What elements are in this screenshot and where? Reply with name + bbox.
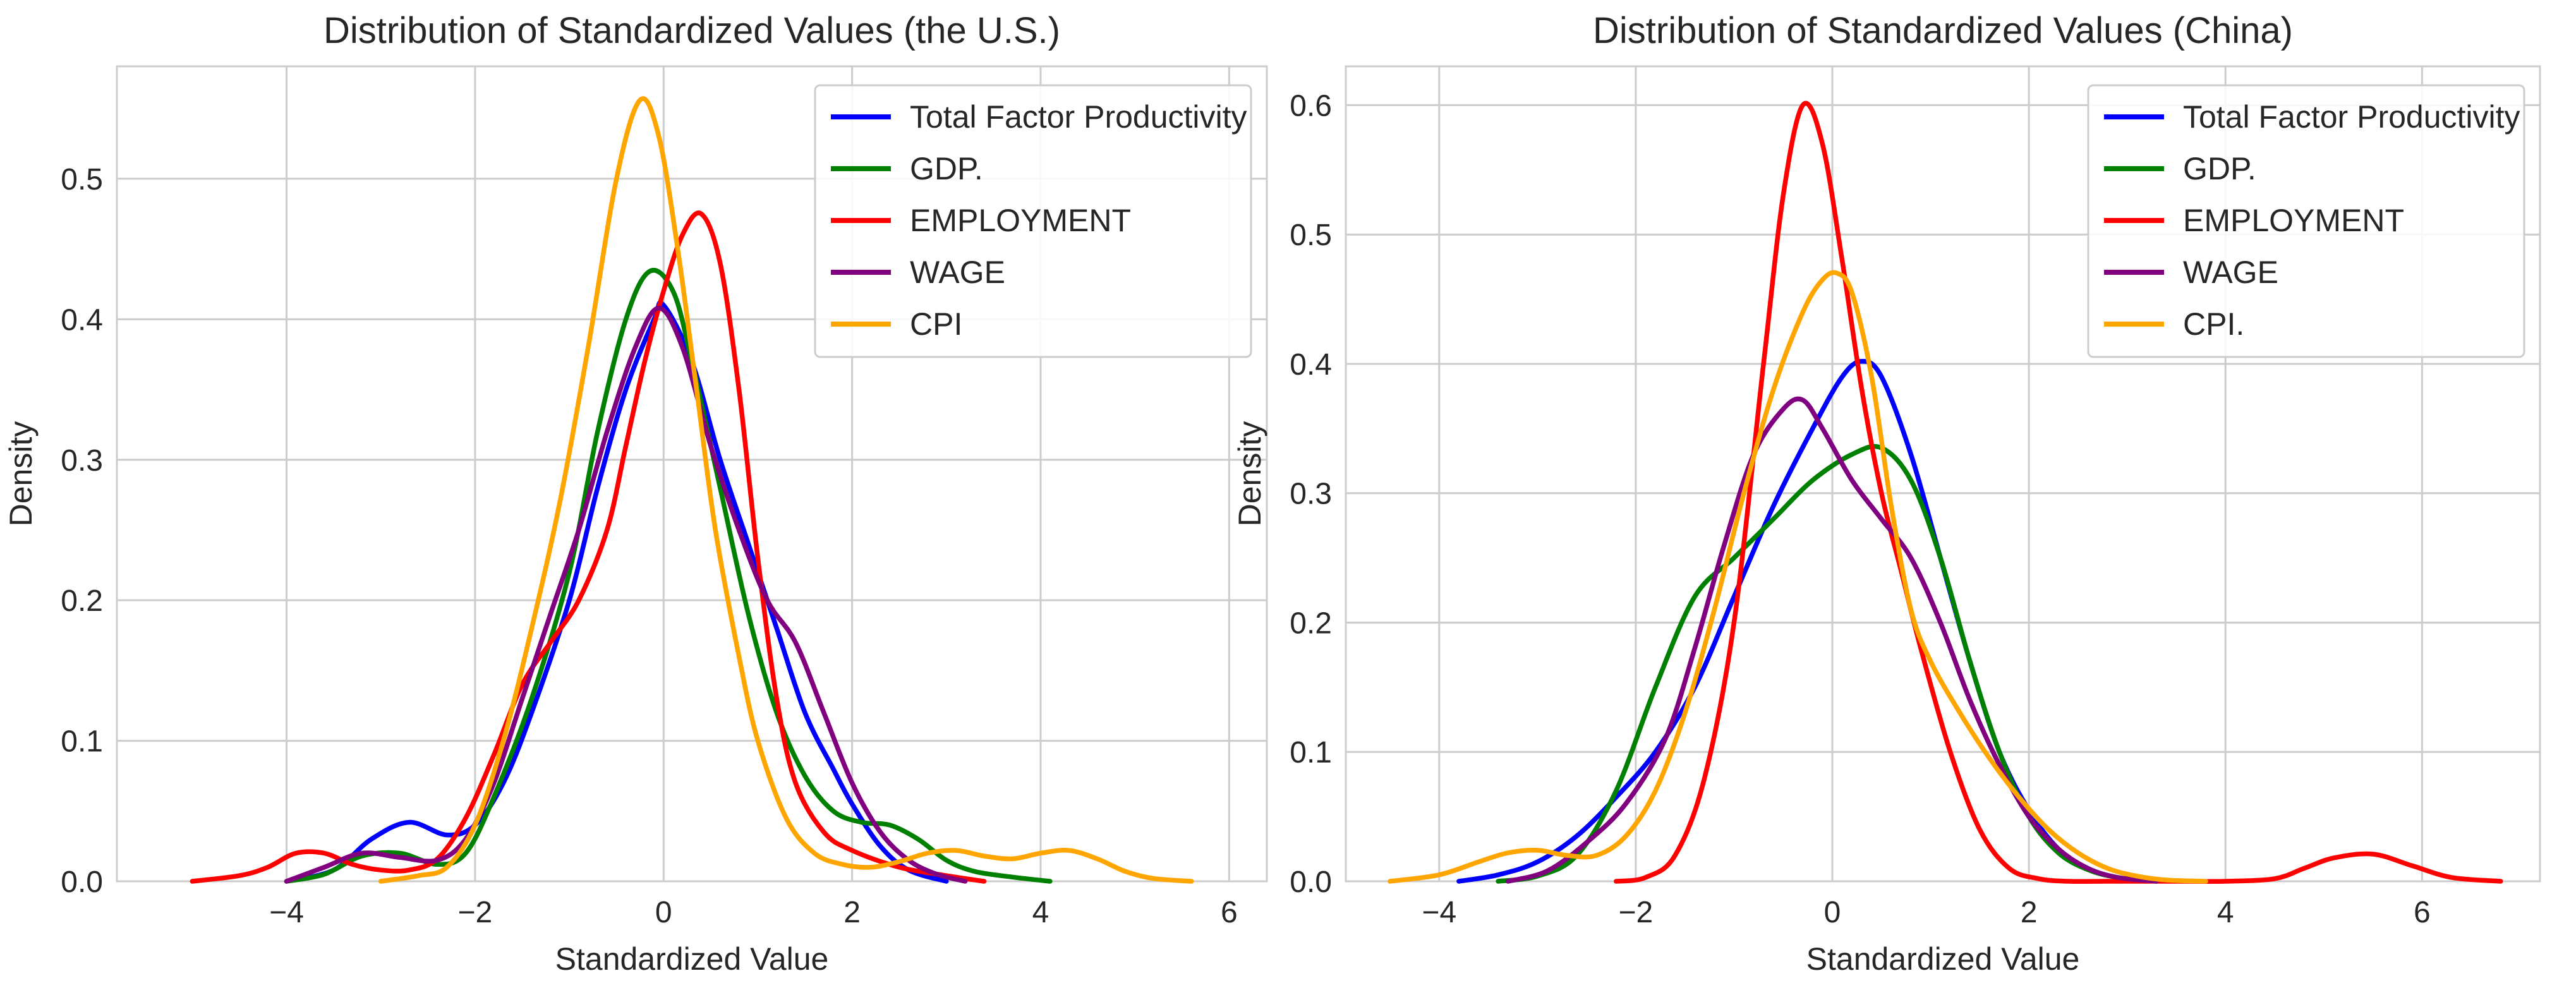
series-line-total-factor-productivity <box>1456 359 2160 884</box>
legend-label: WAGE <box>910 255 1005 290</box>
x-tick-label: 0 <box>655 896 672 929</box>
series-line-employment <box>190 210 987 884</box>
series-line-cpi <box>378 96 1194 884</box>
x-tick-label: 6 <box>1221 896 1238 929</box>
plot-frame <box>1345 65 2541 883</box>
x-tick-label: 2 <box>2021 896 2038 929</box>
series-curves <box>1388 100 2503 884</box>
legend-label: EMPLOYMENT <box>910 203 1131 238</box>
legend-box <box>2087 84 2525 358</box>
series-curves <box>190 96 1194 884</box>
x-tick-label: 6 <box>2414 896 2431 929</box>
y-tick-label: 0.0 <box>61 865 103 899</box>
legend-label: GDP. <box>910 151 983 186</box>
y-tick-label: 0.3 <box>1290 478 1332 511</box>
x-tick-label: 0 <box>1824 896 1841 929</box>
series-line-wage <box>1505 396 2160 884</box>
y-tick-label: 0.3 <box>61 444 103 478</box>
y-axis-label: Density <box>3 421 39 527</box>
legend-box <box>814 84 1252 358</box>
legend-label: CPI <box>910 306 962 342</box>
legend-label: EMPLOYMENT <box>2183 203 2404 238</box>
series-line-cpi <box>1388 270 2208 884</box>
chart-panel-2: −4 −2 0 2 4 6 0.0 0.1 0.2 0.3 0.4 0.5 0.6 Standardize… <box>1232 10 2541 977</box>
legend: Total Factor Productivity GDP. EMPLOYMENT W… <box>814 84 1252 358</box>
x-axis-label: Standardized Value <box>1806 941 2080 977</box>
plot-frame <box>116 65 1268 883</box>
x-tick-label: −4 <box>1422 896 1456 929</box>
legend-label: Total Factor Productivity <box>910 99 1247 135</box>
x-tick-label: 2 <box>844 896 861 929</box>
y-tick-label: 0.4 <box>1290 348 1332 382</box>
y-tick-label: 0.4 <box>61 303 103 337</box>
y-tick-label: 0.2 <box>1290 606 1332 640</box>
y-tick-label: 0.5 <box>1290 219 1332 252</box>
series-line-total-factor-productivity <box>284 300 949 884</box>
legend-label: WAGE <box>2183 255 2278 290</box>
legend-label: Total Factor Productivity <box>2183 99 2520 135</box>
y-tick-label: 0.1 <box>1290 736 1332 769</box>
x-tick-label: 4 <box>2217 896 2234 929</box>
x-axis-label: Standardized Value <box>555 941 829 977</box>
y-tick-label: 0.0 <box>1290 865 1332 899</box>
chart-title: Distribution of Standardized Values (the… <box>324 10 1060 51</box>
legend-label: CPI. <box>2183 306 2244 342</box>
series-line-gdp <box>284 268 1053 884</box>
y-tick-label: 0.2 <box>61 584 103 618</box>
legend: Total Factor Productivity GDP. EMPLOYMENT W… <box>2087 84 2525 358</box>
x-tick-label: −2 <box>1619 896 1654 929</box>
y-tick-label: 0.1 <box>61 725 103 759</box>
series-line-wage <box>284 305 968 884</box>
x-tick-label: 4 <box>1032 896 1049 929</box>
legend-label: GDP. <box>2183 151 2256 186</box>
y-tick-label: 0.5 <box>61 163 103 196</box>
chart-panel-1: −4 −2 0 2 4 6 0.0 0.1 0.2 0.3 0.4 0.5 Standardized V… <box>3 10 1268 977</box>
x-tick-label: −2 <box>458 896 493 929</box>
y-axis-label: Density <box>1232 421 1267 527</box>
x-tick-label: −4 <box>269 896 304 929</box>
chart-title: Distribution of Standardized Values (Chi… <box>1593 10 2293 51</box>
y-tick-label: 0.6 <box>1290 89 1332 123</box>
